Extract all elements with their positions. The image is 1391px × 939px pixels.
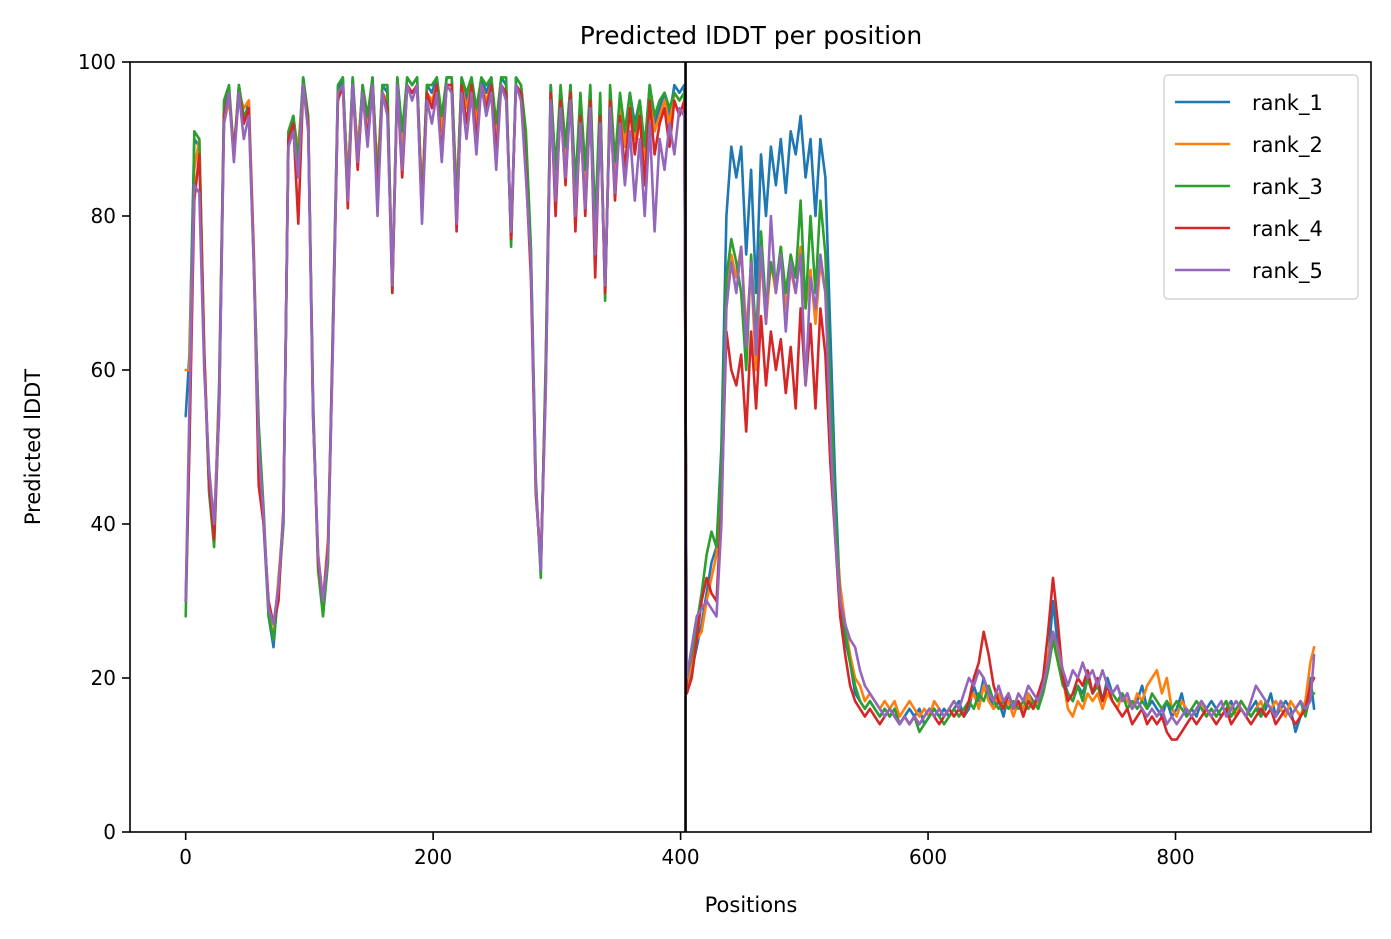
series-line-rank_5 <box>184 83 1316 726</box>
y-tick-label: 60 <box>91 358 116 382</box>
x-tick-label: 400 <box>661 845 699 869</box>
y-tick-label: 80 <box>91 204 116 228</box>
y-tick-label: 40 <box>91 512 116 536</box>
plot-frame <box>129 61 1372 833</box>
series-lines <box>184 76 1316 741</box>
legend-label-rank_2: rank_2 <box>1252 133 1323 158</box>
legend: rank_1 rank_2 rank_3 rank_4 rank_5 <box>1163 74 1359 300</box>
y-axis-label: Predicted lDDT <box>21 369 45 525</box>
y-tick-label: 20 <box>91 666 116 690</box>
legend-label-rank_1: rank_1 <box>1252 91 1323 116</box>
legend-box <box>1163 74 1359 300</box>
y-tick-label: 100 <box>78 50 116 74</box>
x-tick-label: 0 <box>179 845 192 869</box>
x-tick-label: 200 <box>414 845 452 869</box>
legend-label-rank_4: rank_4 <box>1252 217 1323 242</box>
chart-title: Predicted lDDT per position <box>580 21 922 50</box>
x-axis-label: Positions <box>705 893 798 917</box>
y-axis-ticks: 0 20 40 60 80 100 <box>78 50 130 844</box>
legend-label-rank_5: rank_5 <box>1252 259 1323 284</box>
x-tick-label: 800 <box>1156 845 1194 869</box>
x-axis-ticks: 0 200 400 600 800 <box>179 832 1195 869</box>
x-tick-label: 600 <box>909 845 947 869</box>
legend-label-rank_3: rank_3 <box>1252 175 1323 200</box>
y-tick-label: 0 <box>103 820 116 844</box>
